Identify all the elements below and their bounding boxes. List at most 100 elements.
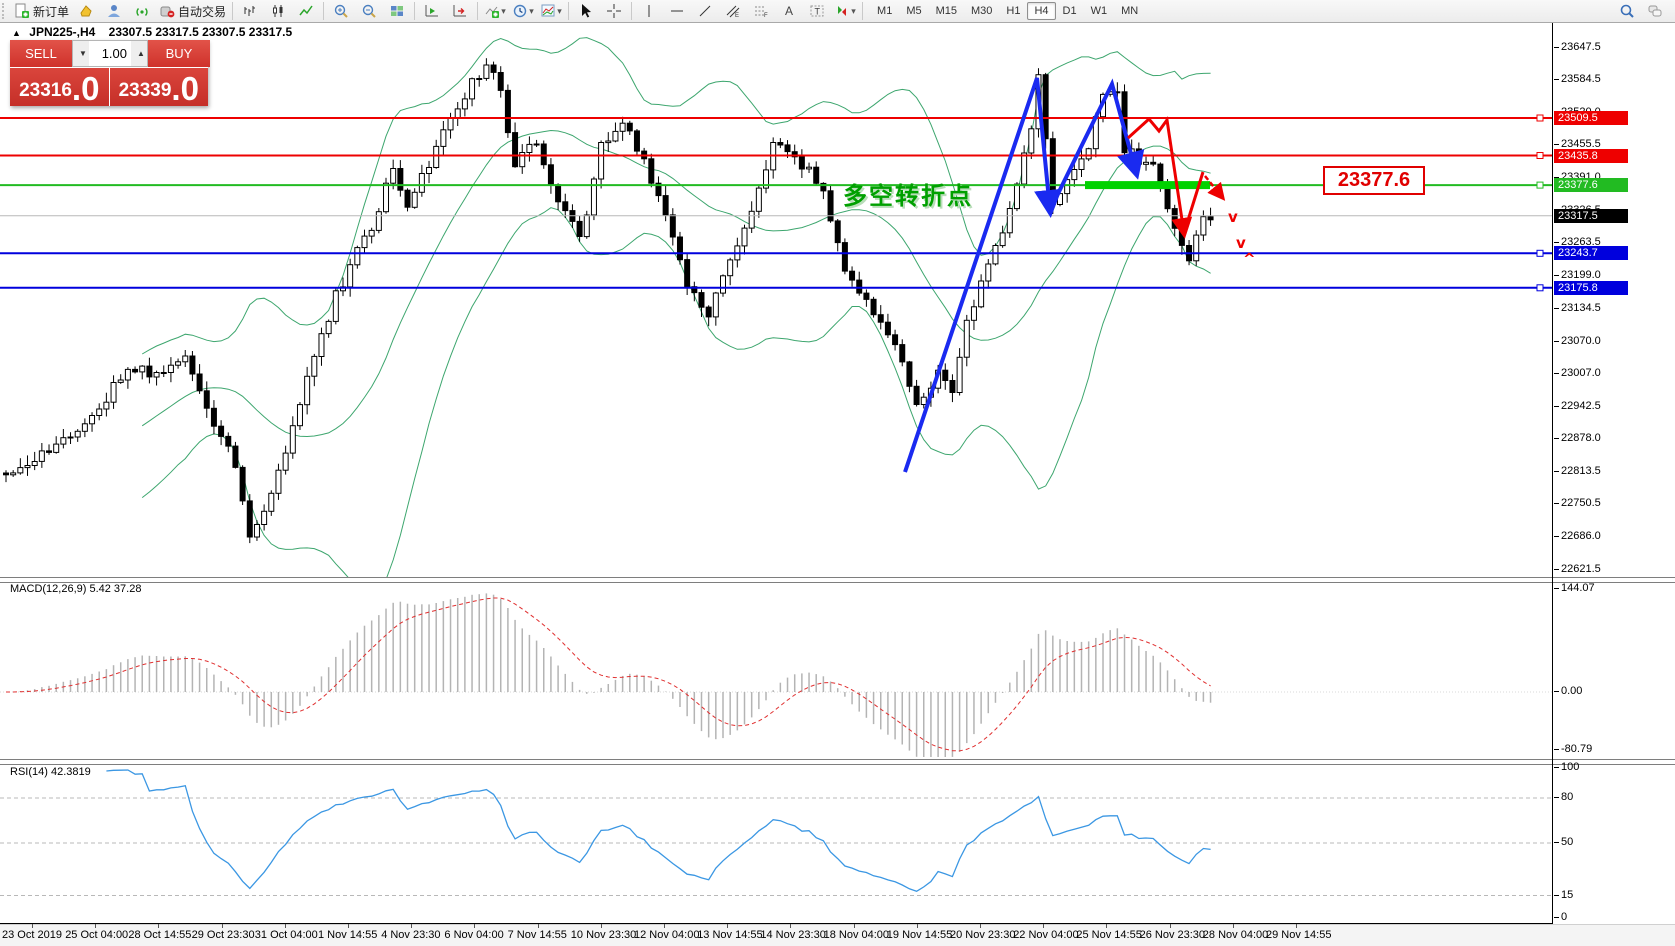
time-axis-label: 4 Nov 23:30: [381, 929, 441, 941]
one-click-trading-panel: SELL ▼ ▲ BUY 23316 .0 23339 .0: [10, 40, 210, 107]
svg-text:T: T: [815, 7, 821, 17]
time-axis-label: 28 Oct 14:55: [128, 929, 192, 941]
timeframe-d1[interactable]: D1: [1062, 5, 1077, 17]
add-indicator-button[interactable]: ▾: [481, 0, 509, 22]
toolbar-grip: [2, 3, 9, 19]
timeframe-group: M1 M5 M15 M30 H1 H4 D1 W1 MN: [870, 2, 1145, 20]
price-level-label-23435.8: 23435.8: [1554, 148, 1628, 163]
vertical-line-tool[interactable]: [635, 0, 663, 22]
crosshair-tool[interactable]: [600, 0, 628, 22]
time-axis-label: 23 Oct 2019: [2, 929, 62, 941]
time-axis-label: 13 Nov 14:55: [697, 929, 763, 941]
text-tool[interactable]: A: [775, 0, 803, 22]
chart-shift-icon[interactable]: [446, 0, 474, 22]
timeframe-h1[interactable]: H1: [1006, 5, 1021, 17]
ohlc-readout: 23307.5 23317.5 23307.5 23317.5: [108, 25, 293, 39]
svg-text:E: E: [735, 13, 739, 19]
rsi-pane[interactable]: [0, 763, 1552, 923]
time-axis-label: 20 Nov 23:30: [950, 929, 1016, 941]
price-tick: 23070.0: [1554, 334, 1601, 347]
time-axis-label: 19 Nov 14:55: [886, 929, 953, 941]
trendline-tool[interactable]: [691, 0, 719, 22]
pane-splitter[interactable]: [0, 577, 1675, 583]
candlestick-chart-icon[interactable]: [264, 0, 292, 22]
time-axis-label: 28 Nov 04:00: [1202, 929, 1269, 941]
rsi-axis-tick: 50: [1553, 836, 1574, 848]
timeframe-h4[interactable]: H4: [1027, 2, 1056, 20]
arrows-tool[interactable]: ▾: [831, 0, 859, 22]
time-axis-label: 29 Nov 14:55: [1266, 929, 1332, 941]
buy-price-button[interactable]: 23339 .0: [109, 68, 208, 107]
time-axis-label: 10 Nov 23:30: [570, 929, 637, 941]
search-icon[interactable]: [1613, 0, 1641, 22]
volume-increase-button[interactable]: ▲: [131, 41, 147, 66]
buy-price-pips: .0: [171, 70, 199, 107]
bar-chart-icon[interactable]: [236, 0, 264, 22]
buy-button[interactable]: BUY: [148, 40, 210, 67]
rsi-axis-tick: 15: [1553, 888, 1574, 901]
chart-style-icon[interactable]: [72, 0, 100, 22]
timeframe-m5[interactable]: M5: [906, 5, 922, 17]
signal-icon[interactable]: [128, 0, 156, 22]
pane-splitter[interactable]: [0, 759, 1675, 765]
new-order-button[interactable]: 新订单: [11, 0, 72, 22]
templates-button[interactable]: ▾: [537, 0, 565, 22]
fibonacci-tool[interactable]: F: [747, 0, 775, 22]
zoom-out-icon[interactable]: [355, 0, 383, 22]
zoom-in-icon[interactable]: [327, 0, 355, 22]
time-axis-label: 26 Nov 23:30: [1139, 929, 1206, 941]
time-axis-label: 29 Oct 23:30: [191, 929, 255, 941]
cursor-tool[interactable]: [572, 0, 600, 22]
line-chart-icon[interactable]: [292, 0, 320, 22]
timeframe-m15[interactable]: M15: [935, 5, 957, 17]
auto-scroll-icon[interactable]: [418, 0, 446, 22]
price-tick: 22813.5: [1554, 465, 1601, 478]
time-axis[interactable]: 23 Oct 2019 25 Oct 04:00 28 Oct 14:55 29 Oc…: [0, 924, 1675, 946]
dropdown-icon: ▾: [557, 5, 562, 16]
symbol-period-label: JPN225-,H4: [29, 25, 96, 39]
text-label-tool[interactable]: T: [803, 0, 831, 22]
timeframe-m30[interactable]: M30: [971, 5, 993, 17]
buy-price: 23339: [118, 80, 172, 101]
chat-icon[interactable]: [1641, 0, 1669, 22]
collapse-icon[interactable]: ▲: [12, 28, 21, 38]
sell-button[interactable]: SELL: [10, 40, 72, 67]
time-axis-label: 12 Nov 04:00: [634, 929, 700, 941]
equidistant-channel-tool[interactable]: E: [719, 0, 747, 22]
main-price-chart[interactable]: vv^: [0, 36, 1552, 577]
dropdown-icon: ▾: [851, 5, 856, 16]
timeframe-w1[interactable]: W1: [1090, 5, 1108, 17]
price-tick: 23199.0: [1554, 269, 1601, 281]
timeframe-m1[interactable]: M1: [877, 5, 893, 17]
dropdown-icon: ▾: [501, 5, 506, 16]
price-tick: 22750.5: [1554, 497, 1601, 510]
volume-input[interactable]: [89, 41, 131, 66]
svg-text:^: ^: [1243, 250, 1256, 268]
chart-title: ▲ JPN225-,H4 23307.5 23317.5 23307.5 233…: [12, 25, 292, 39]
macd-indicator-label: MACD(12,26,9) 5.42 37.28: [10, 583, 142, 595]
period-clock-button[interactable]: ▾: [509, 0, 537, 22]
autotrading-button[interactable]: 自动交易: [156, 0, 229, 22]
price-axis[interactable]: 23647.523584.523520.023455.523391.023326…: [1552, 23, 1675, 946]
price-level-label-23317.5: 23317.5: [1554, 208, 1628, 223]
main-toolbar: 新订单 自动交易: [0, 0, 1675, 23]
horizontal-line-tool[interactable]: [663, 0, 691, 22]
price-callout-label[interactable]: 23377.6: [1323, 166, 1425, 195]
macd-pane[interactable]: [0, 581, 1552, 760]
sell-price-button[interactable]: 23316 .0: [10, 68, 109, 106]
time-axis-label: 7 Nov 14:55: [507, 929, 567, 941]
profile-icon[interactable]: [100, 0, 128, 22]
volume-decrease-button[interactable]: ▼: [73, 41, 89, 66]
timeframe-mn[interactable]: MN: [1121, 5, 1139, 17]
autotrading-label: 自动交易: [178, 4, 227, 19]
svg-text:v: v: [1236, 234, 1246, 252]
pivot-annotation-text: 多空转折点: [843, 183, 973, 210]
tile-windows-icon[interactable]: [383, 0, 411, 22]
volume-stepper: ▼ ▲: [72, 40, 148, 67]
price-tick: 23134.5: [1554, 301, 1601, 314]
svg-text:F: F: [764, 13, 768, 19]
price-level-label-23377.6: 23377.6: [1554, 178, 1628, 193]
price-tick: 22621.5: [1554, 562, 1601, 575]
price-level-label-23509.5: 23509.5: [1554, 111, 1628, 126]
svg-text:v: v: [1228, 208, 1238, 226]
